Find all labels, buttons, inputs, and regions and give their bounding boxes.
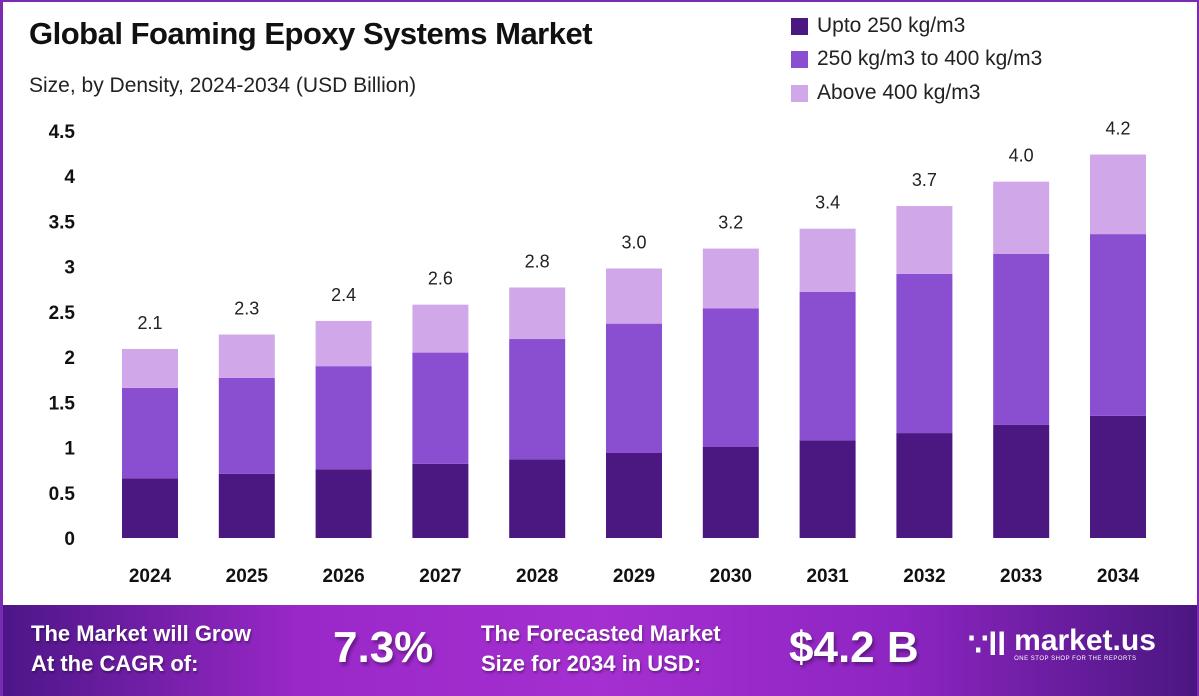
bar-total-label: 3.2 — [718, 213, 743, 233]
cagr-label-line1: The Market will Grow — [31, 621, 252, 646]
footer-banner: The Market will Grow At the CAGR of: 7.3… — [3, 605, 1197, 696]
y-tick-label: 3 — [64, 258, 75, 279]
legend-label: Above 400 kg/m3 — [817, 81, 981, 104]
market-us-logo: ∵ll market.us ONE STOP SHOP FOR THE REPO… — [968, 625, 1156, 663]
logo-tagline: ONE STOP SHOP FOR THE REPORTS — [1014, 656, 1137, 662]
legend-label: 250 kg/m3 to 400 kg/m3 — [817, 47, 1043, 70]
bar-total-label: 4.0 — [1009, 146, 1034, 166]
cagr-label-line2: At the CAGR of: — [31, 651, 199, 676]
x-tick-label: 2031 — [806, 566, 849, 587]
bar-segment-2027-1 — [412, 352, 469, 464]
bar-total-label: 2.3 — [234, 299, 259, 319]
bar-segment-2026-2 — [315, 320, 372, 367]
y-tick-label: 3.5 — [49, 212, 76, 233]
bar-segment-2031-0 — [799, 440, 856, 538]
x-tick-label: 2028 — [516, 566, 558, 587]
y-tick-label: 0.5 — [49, 484, 76, 505]
bar-segment-2032-1 — [896, 273, 953, 434]
bar-segment-2027-0 — [412, 463, 469, 538]
bar-segment-2031-1 — [799, 291, 856, 441]
chart-subtitle: Size, by Density, 2024-2034 (USD Billion… — [29, 74, 417, 97]
y-tick-label: 1.5 — [49, 393, 76, 414]
bar-segment-2028-2 — [509, 287, 566, 340]
bar-segment-2034-2 — [1090, 154, 1146, 235]
x-tick-label: 2025 — [226, 566, 269, 587]
bar-total-label: 2.4 — [331, 285, 356, 305]
bar-segment-2025-1 — [218, 377, 275, 474]
bar-segment-2025-2 — [218, 334, 275, 378]
bar-segment-2028-0 — [509, 459, 566, 538]
bar-segment-2024-1 — [122, 387, 178, 479]
y-tick-label: 4 — [64, 167, 75, 188]
forecast-label: The Forecasted Market Size for 2034 in U… — [481, 619, 721, 679]
bar-segment-2029-1 — [606, 323, 662, 453]
x-tick-label: 2032 — [903, 566, 945, 587]
bar-segment-2025-0 — [218, 473, 275, 538]
bar-total-label: 3.7 — [912, 170, 937, 190]
bar-segment-2030-2 — [702, 248, 759, 309]
forecast-label-line1: The Forecasted Market — [481, 621, 721, 646]
bar-total-label: 2.8 — [525, 251, 550, 271]
bar-segment-2031-2 — [799, 228, 856, 292]
cagr-value: 7.3% — [333, 623, 434, 672]
bar-total-label: 4.2 — [1105, 119, 1130, 139]
legend-swatch — [791, 17, 808, 35]
bar-segment-2030-1 — [702, 308, 759, 447]
legend-swatch — [791, 50, 808, 68]
x-tick-label: 2027 — [419, 566, 461, 587]
legend-item-above-400: Above 400 kg/m3 — [791, 81, 980, 105]
bar-segment-2033-0 — [993, 424, 1050, 538]
y-tick-label: 2.5 — [49, 303, 76, 324]
bar-segment-2026-0 — [315, 469, 372, 538]
x-tick-label: 2030 — [710, 566, 752, 587]
forecast-label-line2: Size for 2034 in USD: — [481, 651, 702, 676]
y-tick-label: 1 — [64, 439, 75, 460]
x-tick-label: 2024 — [129, 566, 172, 587]
legend-label: Upto 250 kg/m3 — [817, 14, 966, 37]
x-tick-label: 2029 — [613, 566, 655, 587]
bar-segment-2034-1 — [1090, 234, 1146, 416]
x-tick-label: 2026 — [322, 566, 364, 587]
bar-total-label: 3.4 — [815, 193, 840, 213]
bar-segment-2027-2 — [412, 304, 469, 353]
x-tick-label: 2033 — [1000, 566, 1042, 587]
legend-item-upto-250: Upto 250 kg/m3 — [791, 14, 965, 38]
legend-item-250-400: 250 kg/m3 to 400 kg/m3 — [791, 47, 1042, 71]
bar-segment-2032-0 — [896, 433, 953, 538]
bar-total-label: 2.6 — [428, 269, 453, 289]
bar-segment-2026-1 — [315, 366, 372, 470]
bar-chart: 0 0.5 1 1.5 2 2.5 3 3.5 4 4.5 2.1 2024 2.3 2025 2.4 202… — [49, 119, 1146, 587]
x-tick-label: 2034 — [1097, 566, 1140, 587]
bar-segment-2028-1 — [509, 339, 566, 460]
cagr-label: The Market will Grow At the CAGR of: — [31, 619, 251, 679]
bar-segment-2033-1 — [993, 254, 1050, 425]
chart-title: Global Foaming Epoxy Systems Market — [29, 16, 593, 51]
y-tick-label: 2 — [64, 348, 75, 369]
bar-segment-2030-0 — [702, 446, 759, 538]
bar-segment-2024-0 — [122, 478, 178, 538]
y-tick-label: 4.5 — [49, 122, 76, 143]
bar-segment-2032-2 — [896, 206, 953, 274]
bar-segment-2034-0 — [1090, 415, 1146, 538]
bar-segment-2033-2 — [993, 181, 1050, 255]
bar-segment-2024-2 — [122, 348, 178, 388]
bar-segment-2029-0 — [606, 452, 662, 538]
bar-total-label: 2.1 — [137, 313, 162, 333]
logo-icon: ∵ll — [968, 626, 1007, 662]
legend-swatch — [791, 84, 808, 102]
logo-name: market.us — [1014, 624, 1156, 657]
y-tick-label: 0 — [64, 529, 75, 550]
bar-segment-2029-2 — [606, 268, 662, 324]
bar-total-label: 3.0 — [621, 232, 646, 252]
forecast-value: $4.2 B — [789, 623, 919, 672]
